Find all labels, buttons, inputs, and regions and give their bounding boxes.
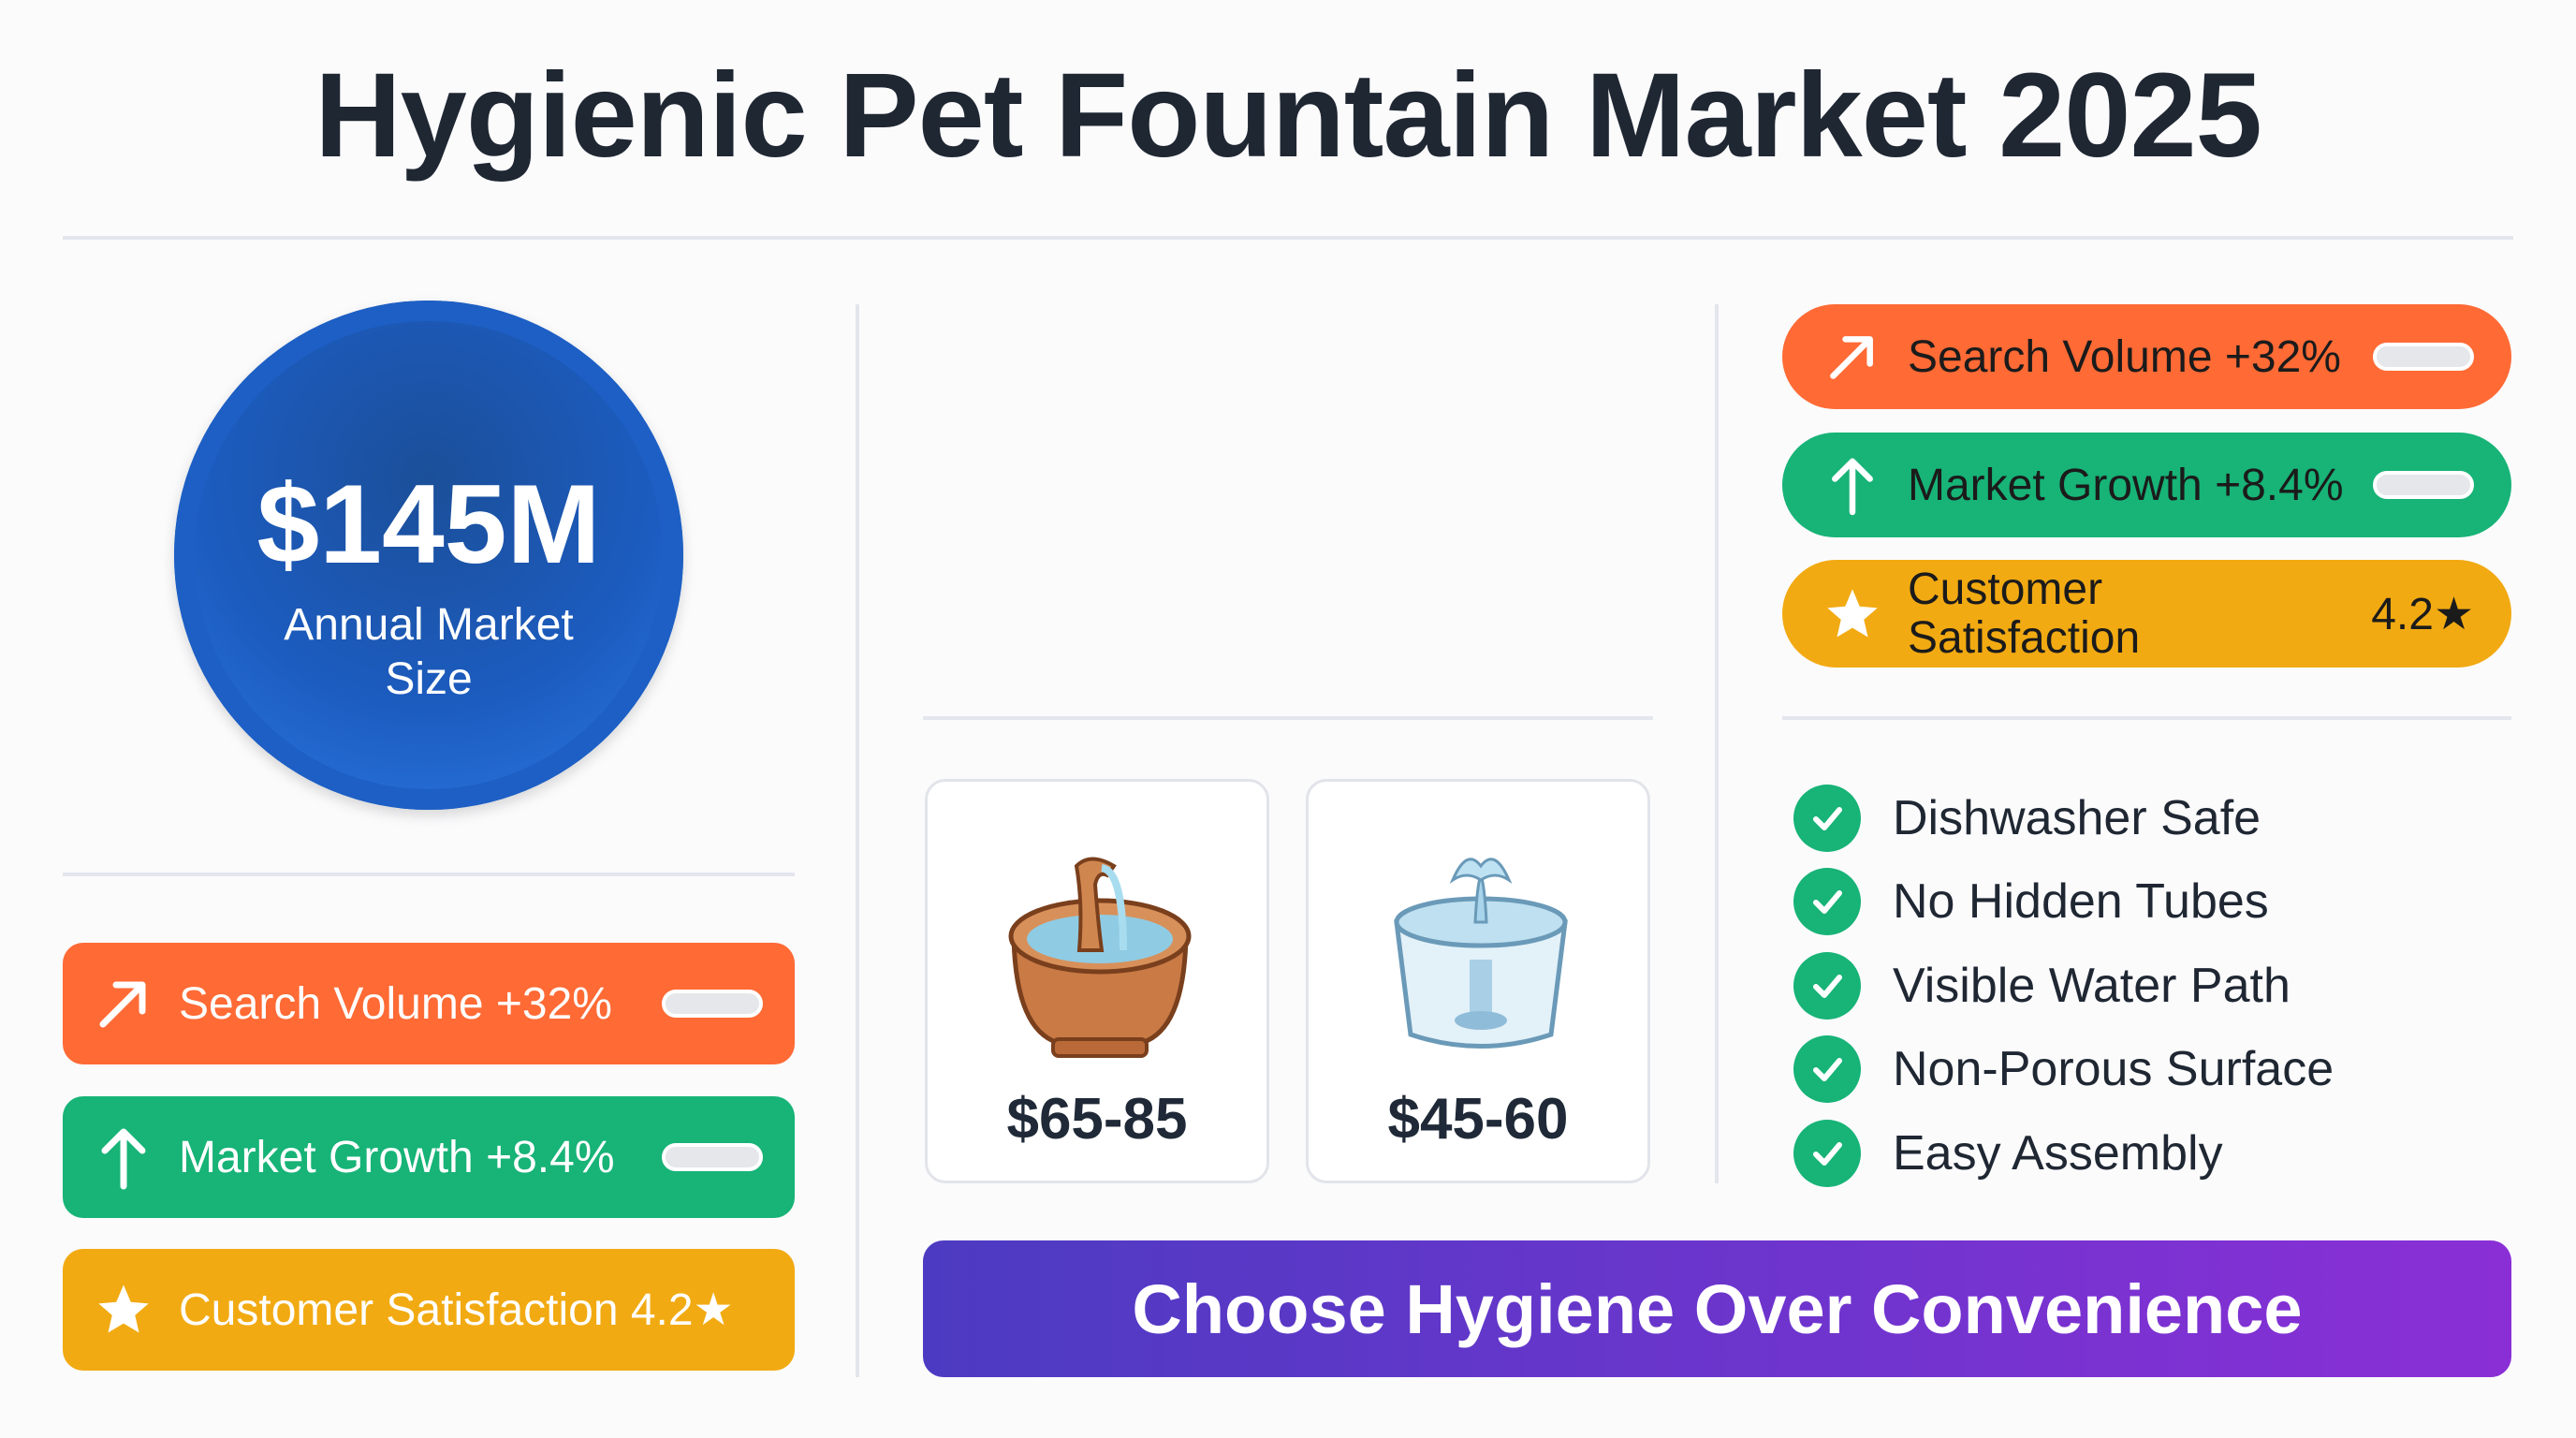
toggle[interactable]	[2373, 343, 2474, 371]
market-size-value: $145M	[256, 462, 601, 587]
stat-label: Market Growth +8.4%	[179, 1132, 615, 1182]
feature-label: Non-Porous Surface	[1893, 1042, 2334, 1096]
arrow-up-icon	[1820, 452, 1885, 518]
divider	[856, 304, 859, 1377]
divider	[923, 716, 1653, 720]
toggle[interactable]	[662, 1143, 763, 1171]
stat-label: Customer Satisfaction 4.2★	[179, 1285, 734, 1335]
stat-customer-satisfaction: Customer Satisfaction 4.2★	[63, 1249, 795, 1371]
divider	[63, 873, 795, 876]
plastic-fountain-icon	[1394, 858, 1568, 1049]
star-icon	[91, 1277, 156, 1343]
stat-search-volume-right: Search Volume +32%	[1782, 304, 2511, 409]
stat-value: 4.2★	[2371, 589, 2474, 639]
arrow-up-icon	[91, 1124, 156, 1190]
check-icon	[1793, 868, 1861, 935]
stat-market-growth-right: Market Growth +8.4%	[1782, 433, 2511, 537]
toggle[interactable]	[2373, 471, 2474, 499]
trend-up-arrow-icon	[91, 971, 156, 1036]
feature-label: Visible Water Path	[1893, 959, 2291, 1013]
divider	[1715, 304, 1719, 1183]
check-icon	[1793, 952, 1861, 1020]
feature-label: Dishwasher Safe	[1893, 791, 2261, 845]
check-icon	[1793, 1120, 1861, 1187]
cta-banner[interactable]: Choose Hygiene Over Convenience	[923, 1240, 2511, 1377]
feature-item: Visible Water Path	[1793, 952, 2291, 1020]
feature-item: Easy Assembly	[1793, 1120, 2223, 1187]
star-icon	[1820, 581, 1885, 647]
feature-item: No Hidden Tubes	[1793, 868, 2269, 935]
divider	[63, 236, 2513, 240]
divider	[1782, 716, 2511, 720]
stat-label: Search Volume +32%	[179, 978, 612, 1029]
trend-up-arrow-icon	[1820, 324, 1885, 389]
market-size-label: Annual Market Size	[284, 600, 574, 704]
stat-market-growth: Market Growth +8.4%	[63, 1096, 795, 1218]
product-card-ceramic[interactable]: $65-85	[925, 779, 1269, 1183]
stat-label: Market Growth +8.4%	[1908, 460, 2344, 510]
stat-customer-satisfaction-right: Customer Satisfaction 4.2★	[1782, 560, 2511, 668]
feature-item: Non-Porous Surface	[1793, 1035, 2334, 1103]
product-card-plastic[interactable]: $45-60	[1306, 779, 1650, 1183]
feature-label: No Hidden Tubes	[1893, 874, 2269, 929]
ceramic-fountain-icon	[1008, 857, 1192, 1058]
product-price: $45-60	[1387, 1087, 1569, 1152]
check-icon	[1793, 1035, 1861, 1103]
check-icon	[1793, 785, 1861, 852]
feature-label: Easy Assembly	[1893, 1126, 2223, 1181]
product-price: $65-85	[1006, 1087, 1188, 1152]
page-title: Hygienic Pet Fountain Market 2025	[315, 49, 2262, 183]
toggle[interactable]	[662, 990, 763, 1018]
stat-label: Search Volume +32%	[1908, 331, 2341, 382]
stat-search-volume: Search Volume +32%	[63, 943, 795, 1064]
feature-item: Dishwasher Safe	[1793, 785, 2261, 852]
market-size-badge: $145M Annual Market Size	[174, 301, 683, 810]
stat-label: Customer Satisfaction	[1908, 564, 2141, 663]
